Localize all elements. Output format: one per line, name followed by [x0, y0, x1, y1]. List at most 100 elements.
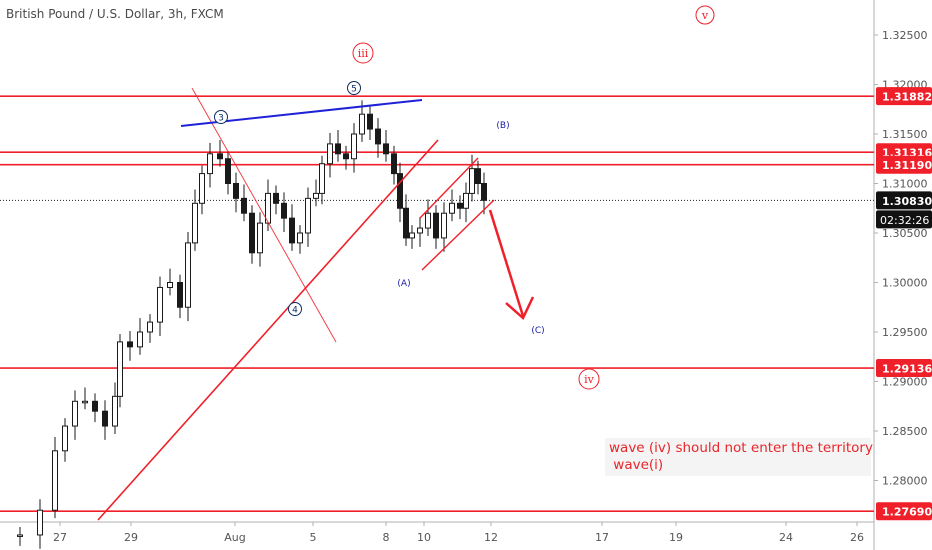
candle-body	[281, 202, 287, 219]
wave-label-text: 4	[292, 306, 298, 316]
wave-label-text: (C)	[531, 326, 544, 336]
candle-body	[297, 232, 303, 244]
time-tick-label: 27	[53, 531, 67, 544]
candle-body	[127, 341, 133, 348]
candle-body	[403, 207, 409, 239]
candle-body	[433, 212, 439, 239]
candle-body	[157, 286, 163, 323]
time-tick-label: 12	[484, 531, 498, 544]
level-price-tag	[876, 359, 932, 378]
price-tick-label: 1.31000	[882, 178, 928, 191]
candle-body	[367, 113, 373, 130]
wave-label-text: (A)	[397, 279, 410, 289]
candle-body	[192, 202, 198, 244]
candle-body	[147, 321, 153, 333]
candle-body	[463, 192, 469, 209]
wave-note-line-2: wave(i)	[609, 457, 664, 473]
rising-trendline	[97, 139, 439, 521]
candle-body	[469, 168, 475, 194]
level-price-tag	[876, 502, 932, 521]
candle-body	[72, 400, 78, 427]
chart-title: British Pound / U.S. Dollar, 3h, FXCM	[6, 7, 224, 21]
wave-label-circle	[695, 5, 715, 25]
candle-body	[62, 425, 68, 452]
candle-body	[351, 133, 357, 160]
candle-body	[199, 173, 205, 204]
candle-body	[52, 450, 58, 511]
wave-note: wave (iv) should not enter the territory…	[605, 438, 873, 476]
time-tick-label: 19	[669, 531, 683, 544]
candle-body	[273, 192, 279, 204]
candle-body	[17, 534, 23, 537]
candle-body	[313, 192, 319, 199]
wave-label-circle	[578, 368, 600, 390]
wave-label-text: v	[701, 9, 709, 22]
candle-body	[37, 509, 43, 536]
wave-label-circle	[347, 81, 361, 95]
wave-label-circle	[288, 302, 302, 316]
candle-body	[257, 222, 263, 254]
candle-body	[207, 153, 213, 175]
time-tick-label: 17	[595, 531, 609, 544]
time-axis-ticks: 27 29 Aug 5 8 10 12 17 19 24 26	[53, 522, 864, 544]
corrective-channel-upper	[419, 157, 479, 219]
level-price-label: 1.31882	[882, 91, 932, 104]
price-tick-label: 1.30500	[882, 227, 928, 240]
level-price-tag	[876, 87, 932, 106]
wave-label-circle	[352, 42, 374, 64]
candle-body	[475, 168, 481, 184]
candle-body	[92, 400, 98, 412]
wave-note-line-1: wave (iv) should not enter the territory	[609, 440, 873, 456]
price-tick-label: 1.28500	[882, 425, 928, 438]
wave-label-text: iv	[584, 373, 595, 386]
time-tick-label: Aug	[224, 531, 245, 544]
candle-body	[417, 227, 423, 234]
wave-label-text: iii	[358, 47, 369, 60]
candle-body	[481, 183, 487, 201]
candle-body	[225, 158, 231, 184]
candle-body	[375, 128, 381, 145]
wave-label-text: (B)	[496, 121, 509, 131]
candle-body	[185, 242, 191, 308]
candle-body	[305, 197, 311, 234]
candle-body	[233, 183, 239, 199]
level-price-tag	[876, 155, 932, 174]
price-tick-label: 1.31500	[882, 128, 928, 141]
candle-body	[217, 153, 223, 160]
price-tick-label: 1.30000	[882, 277, 928, 290]
projection-arrow-shaft	[488, 209, 525, 317]
candle-body	[343, 153, 349, 160]
candle-body	[137, 331, 143, 348]
wave-label-text: 5	[351, 85, 357, 95]
candle-body	[117, 341, 123, 397]
level-price-label: 1.31190	[882, 159, 932, 172]
candle-body	[457, 202, 463, 209]
candle-body	[167, 282, 173, 288]
time-tick-label: 10	[417, 531, 431, 544]
candle-body	[177, 282, 183, 308]
last-price-label: 1.30830	[882, 195, 932, 208]
candle-body	[383, 143, 389, 155]
price-tick-label: 1.28000	[882, 475, 928, 488]
candle-body	[241, 197, 247, 214]
candle-body	[441, 212, 447, 239]
level-price-label: 1.27690	[882, 506, 932, 519]
projection-arrow-head	[505, 296, 535, 321]
time-tick-label: 24	[779, 531, 793, 544]
candle-body	[82, 400, 88, 404]
candle-body	[409, 232, 415, 239]
time-tick-label: 5	[310, 531, 317, 544]
candle-body	[265, 192, 271, 224]
candle-body	[289, 217, 295, 244]
candle-body	[249, 212, 255, 254]
candle-body	[335, 143, 341, 155]
candle-body	[319, 163, 325, 194]
price-tick-label: 1.32500	[882, 29, 928, 42]
candle-body	[102, 410, 108, 427]
candles	[17, 100, 487, 549]
last-price-tag	[876, 191, 932, 210]
candle-body	[425, 212, 431, 229]
time-tick-label: 8	[383, 531, 390, 544]
